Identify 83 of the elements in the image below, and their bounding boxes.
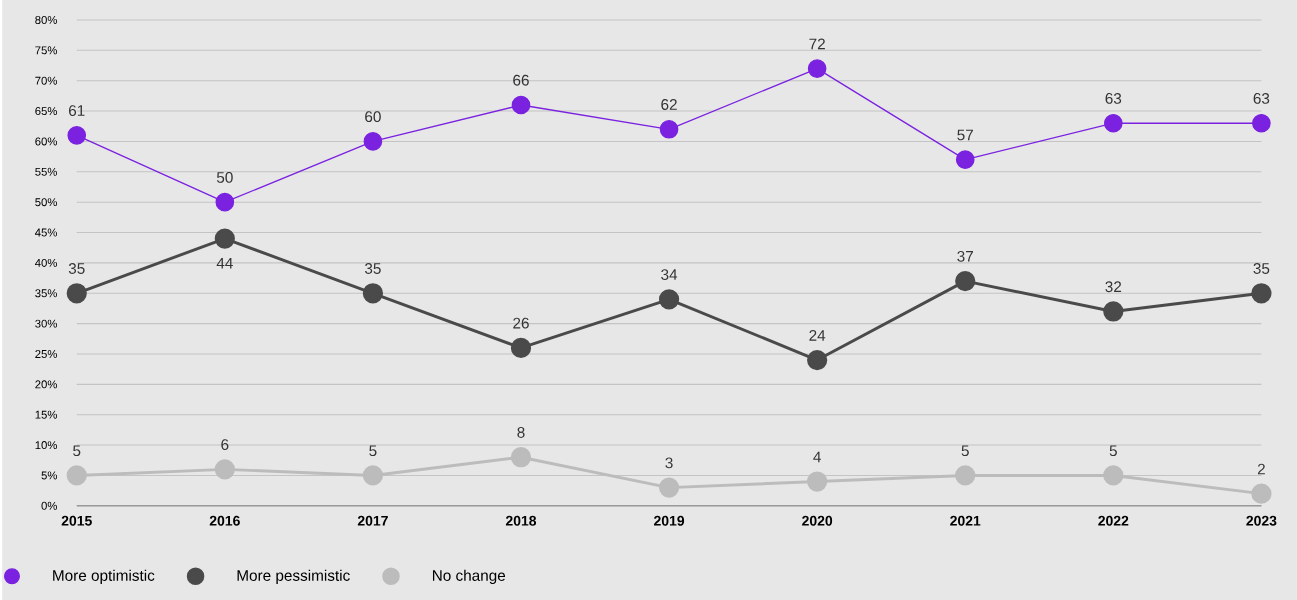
point <box>1251 283 1272 304</box>
point <box>807 471 828 492</box>
x-tick-label: 2022 <box>1098 515 1129 526</box>
data-label: 32 <box>1105 281 1122 293</box>
y-tick-label: 50% <box>35 198 57 207</box>
x-tick-label: 2023 <box>1246 515 1277 526</box>
legend-label: More optimistic <box>53 569 155 584</box>
point <box>363 132 383 151</box>
y-tick-label: 80% <box>35 15 57 24</box>
data-label: 5 <box>961 445 969 457</box>
data-label: 4 <box>813 451 821 463</box>
point <box>214 459 235 480</box>
point <box>955 150 975 169</box>
y-tick-label: 10% <box>35 441 57 450</box>
data-label: 5 <box>369 445 377 457</box>
y-tick-label: 65% <box>35 107 57 116</box>
data-label: 35 <box>364 263 381 274</box>
data-label: 44 <box>216 257 233 269</box>
y-tick-label: 25% <box>35 349 57 358</box>
point <box>214 228 235 249</box>
point <box>66 465 87 486</box>
point <box>510 447 532 468</box>
y-tick-label: 35% <box>35 289 57 298</box>
point <box>510 337 532 359</box>
point <box>955 465 976 486</box>
point <box>807 59 827 78</box>
x-tick-label: 2021 <box>950 515 981 526</box>
y-tick-label: 5% <box>41 471 57 480</box>
data-label: 8 <box>517 427 525 438</box>
data-label: 26 <box>513 317 529 329</box>
point <box>1251 483 1272 504</box>
y-tick-label: 45% <box>35 228 57 237</box>
point <box>362 283 384 304</box>
data-label: 61 <box>69 105 85 117</box>
point <box>807 349 828 371</box>
data-label: 35 <box>68 263 85 274</box>
y-tick-label: 30% <box>35 319 57 328</box>
legend-label: No change <box>432 569 506 584</box>
point <box>215 192 235 212</box>
x-tick-label: 2020 <box>802 515 833 526</box>
point <box>66 283 87 304</box>
data-label: 50 <box>216 171 233 183</box>
data-label: 34 <box>661 269 678 280</box>
point <box>511 95 531 115</box>
data-label: 3 <box>665 457 673 469</box>
point <box>659 119 679 139</box>
data-label: 2 <box>1257 463 1265 475</box>
point <box>658 289 680 310</box>
data-label: 63 <box>1105 93 1122 104</box>
data-label: 66 <box>513 74 529 86</box>
point <box>658 477 680 498</box>
y-tick-label: 20% <box>35 380 57 389</box>
y-tick-label: 70% <box>35 76 57 85</box>
data-label: 6 <box>221 439 229 451</box>
y-tick-label: 40% <box>35 258 57 267</box>
data-label: 60 <box>365 111 381 123</box>
x-tick-label: 2019 <box>654 515 685 526</box>
y-tick-label: 60% <box>35 137 57 146</box>
data-label: 24 <box>809 330 826 341</box>
y-tick-label: 75% <box>35 46 57 55</box>
point <box>1103 113 1123 133</box>
data-label: 37 <box>957 250 973 262</box>
point <box>67 126 87 145</box>
x-tick-label: 2017 <box>357 515 388 526</box>
x-tick-label: 2015 <box>61 515 92 526</box>
data-label: 63 <box>1253 93 1270 104</box>
point <box>362 465 384 486</box>
y-tick-label: 15% <box>35 410 57 419</box>
x-tick-label: 2016 <box>209 515 240 526</box>
point <box>1252 113 1271 133</box>
y-tick-label: 0% <box>41 501 57 510</box>
legend-label: More pessimistic <box>237 569 350 584</box>
point <box>1103 465 1124 486</box>
point <box>955 270 976 292</box>
data-label: 72 <box>809 38 825 50</box>
y-tick-label: 55% <box>35 167 57 176</box>
point <box>1103 301 1124 322</box>
x-tick-label: 2018 <box>505 515 537 526</box>
data-label: 5 <box>73 445 81 457</box>
data-label: 35 <box>1253 263 1270 274</box>
data-label: 62 <box>661 99 677 110</box>
data-label: 5 <box>1109 445 1117 457</box>
data-label: 57 <box>957 129 973 141</box>
